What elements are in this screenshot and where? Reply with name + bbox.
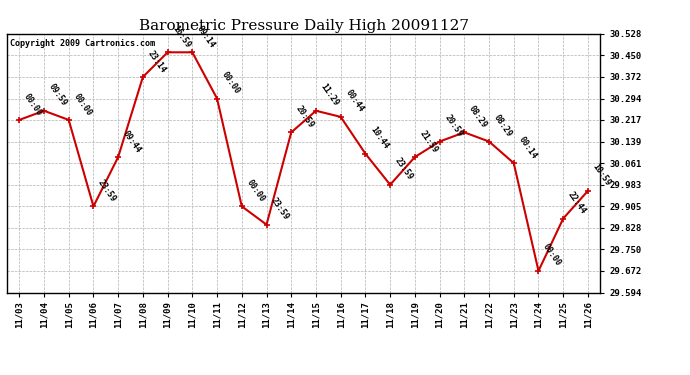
Text: 00:00: 00:00 <box>72 92 93 117</box>
Text: 20:59: 20:59 <box>294 104 316 130</box>
Text: 20:59: 20:59 <box>442 113 464 139</box>
Text: 09:44: 09:44 <box>121 129 143 154</box>
Text: 08:29: 08:29 <box>492 113 513 139</box>
Text: 00:44: 00:44 <box>344 88 365 114</box>
Text: 23:14: 23:14 <box>146 48 168 74</box>
Text: 00:00: 00:00 <box>220 70 242 96</box>
Text: 11:29: 11:29 <box>319 82 340 108</box>
Text: 00:00: 00:00 <box>244 178 266 204</box>
Text: Copyright 2009 Cartronics.com: Copyright 2009 Cartronics.com <box>10 39 155 48</box>
Title: Barometric Pressure Daily High 20091127: Barometric Pressure Daily High 20091127 <box>139 19 469 33</box>
Text: 10:44: 10:44 <box>368 125 390 151</box>
Text: 00:14: 00:14 <box>517 135 538 160</box>
Text: 21:59: 21:59 <box>417 129 440 154</box>
Text: 22:44: 22:44 <box>566 190 588 216</box>
Text: 16:59: 16:59 <box>170 24 192 50</box>
Text: 08:29: 08:29 <box>467 104 489 130</box>
Text: 23:59: 23:59 <box>269 196 291 222</box>
Text: 09:59: 09:59 <box>47 82 68 108</box>
Text: 00:00: 00:00 <box>22 92 43 117</box>
Text: 09:14: 09:14 <box>195 24 217 50</box>
Text: 00:00: 00:00 <box>541 243 563 268</box>
Text: 23:59: 23:59 <box>96 178 118 204</box>
Text: 23:59: 23:59 <box>393 156 415 182</box>
Text: 10:59: 10:59 <box>591 162 613 188</box>
